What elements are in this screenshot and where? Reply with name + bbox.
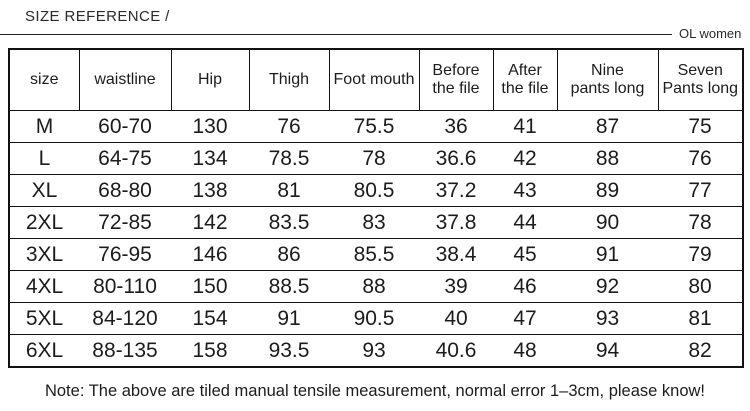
table-row: 3XL 76-95 146 86 85.5 38.4 45 91 79	[9, 238, 743, 271]
table-cell: 88	[557, 142, 658, 175]
table-cell: 134	[171, 142, 249, 175]
column-header-hip: Hip	[170, 48, 250, 111]
table-cell: 42	[493, 142, 557, 175]
table-cell: 88-135	[79, 334, 171, 367]
table-cell: 87	[557, 110, 658, 143]
column-header-size: size	[8, 48, 80, 111]
table-row: M 60-70 130 76 75.5 36 41 87 75	[9, 110, 743, 143]
column-header-foot-mouth: Foot mouth	[328, 48, 420, 111]
table-cell: 89	[557, 174, 658, 207]
table-cell: 37.2	[419, 174, 493, 207]
table-cell: 146	[171, 238, 249, 271]
table-row: 2XL 72-85 142 83.5 83 37.8 44 90 78	[9, 206, 743, 239]
table-cell: 48	[493, 334, 557, 367]
size-cell: 5XL	[9, 302, 79, 335]
table-cell: 138	[171, 174, 249, 207]
size-cell: 2XL	[9, 206, 79, 239]
table-cell: 46	[493, 270, 557, 303]
table-cell: 47	[493, 302, 557, 335]
table-cell: 78	[658, 206, 743, 239]
table-cell: 44	[493, 206, 557, 239]
table-cell: 90.5	[329, 302, 419, 335]
table-cell: 40	[419, 302, 493, 335]
table-cell: 85.5	[329, 238, 419, 271]
table-cell: 80.5	[329, 174, 419, 207]
table-cell: 76	[249, 110, 329, 143]
table-cell: 88	[329, 270, 419, 303]
table-cell: 40.6	[419, 334, 493, 367]
table-cell: 37.8	[419, 206, 493, 239]
table-cell: 88.5	[249, 270, 329, 303]
table-cell: 82	[658, 334, 743, 367]
table-cell: 78	[329, 142, 419, 175]
table-cell: 64-75	[79, 142, 171, 175]
table-cell: 83.5	[249, 206, 329, 239]
table-cell: 36.6	[419, 142, 493, 175]
table-cell: 76-95	[79, 238, 171, 271]
table-cell: 80	[658, 270, 743, 303]
size-cell: 4XL	[9, 270, 79, 303]
table-cell: 75	[658, 110, 743, 143]
size-cell: 3XL	[9, 238, 79, 271]
table-cell: 60-70	[79, 110, 171, 143]
table-cell: 68-80	[79, 174, 171, 207]
table-cell: 150	[171, 270, 249, 303]
table-cell: 92	[557, 270, 658, 303]
table-row: L 64-75 134 78.5 78 36.6 42 88 76	[9, 142, 743, 175]
table-cell: 94	[557, 334, 658, 367]
table-row: 5XL 84-120 154 91 90.5 40 47 93 81	[9, 302, 743, 335]
table-cell: 93	[557, 302, 658, 335]
table-cell: 81	[658, 302, 743, 335]
table-cell: 86	[249, 238, 329, 271]
table-cell: 158	[171, 334, 249, 367]
table-cell: 91	[557, 238, 658, 271]
table-cell: 78.5	[249, 142, 329, 175]
column-header-before-the-file: Before the file	[418, 48, 494, 111]
title-divider-line	[0, 34, 672, 35]
table-row: 4XL 80-110 150 88.5 88 39 46 92 80	[9, 270, 743, 303]
note-text: Note: The above are tiled manual tensile…	[44, 382, 706, 400]
column-header-nine-pants-long: Nine pants long	[556, 48, 659, 111]
table-row: 6XL 88-135 158 93.5 93 40.6 48 94 82	[9, 334, 743, 367]
table-cell: 130	[171, 110, 249, 143]
table-cell: 84-120	[79, 302, 171, 335]
table-cell: 72-85	[79, 206, 171, 239]
table-cell: 39	[419, 270, 493, 303]
brand-label: OL women	[679, 26, 742, 41]
column-header-after-the-file: After the file	[492, 48, 558, 111]
size-cell: 6XL	[9, 334, 79, 367]
table-cell: 45	[493, 238, 557, 271]
column-header-seven-pants-long: Seven Pants long	[657, 48, 744, 111]
table-cell: 41	[493, 110, 557, 143]
size-table-body: M 60-70 130 76 75.5 36 41 87 75 L 64-75 134 78.5 78 36…	[9, 110, 743, 367]
page-title: SIZE REFERENCE /	[25, 8, 170, 25]
table-cell: 142	[171, 206, 249, 239]
column-header-thigh: Thigh	[248, 48, 330, 111]
table-cell: 81	[249, 174, 329, 207]
table-cell: 43	[493, 174, 557, 207]
size-cell: M	[9, 110, 79, 143]
size-cell: XL	[9, 174, 79, 207]
table-cell: 75.5	[329, 110, 419, 143]
table-cell: 90	[557, 206, 658, 239]
table-cell: 79	[658, 238, 743, 271]
table-cell: 93	[329, 334, 419, 367]
table-cell: 83	[329, 206, 419, 239]
table-cell: 76	[658, 142, 743, 175]
table-cell: 93.5	[249, 334, 329, 367]
size-table-header: size waistline Hip Thigh Foot mouth Befo…	[8, 48, 744, 111]
table-cell: 77	[658, 174, 743, 207]
table-cell: 36	[419, 110, 493, 143]
table-row: XL 68-80 138 81 80.5 37.2 43 89 77	[9, 174, 743, 207]
table-cell: 154	[171, 302, 249, 335]
size-cell: L	[9, 142, 79, 175]
table-cell: 38.4	[419, 238, 493, 271]
column-header-waistline: waistline	[78, 48, 172, 111]
table-cell: 80-110	[79, 270, 171, 303]
table-cell: 91	[249, 302, 329, 335]
size-table: size waistline Hip Thigh Foot mouth Befo…	[8, 48, 744, 368]
header-row: size waistline Hip Thigh Foot mouth Befo…	[8, 48, 744, 111]
